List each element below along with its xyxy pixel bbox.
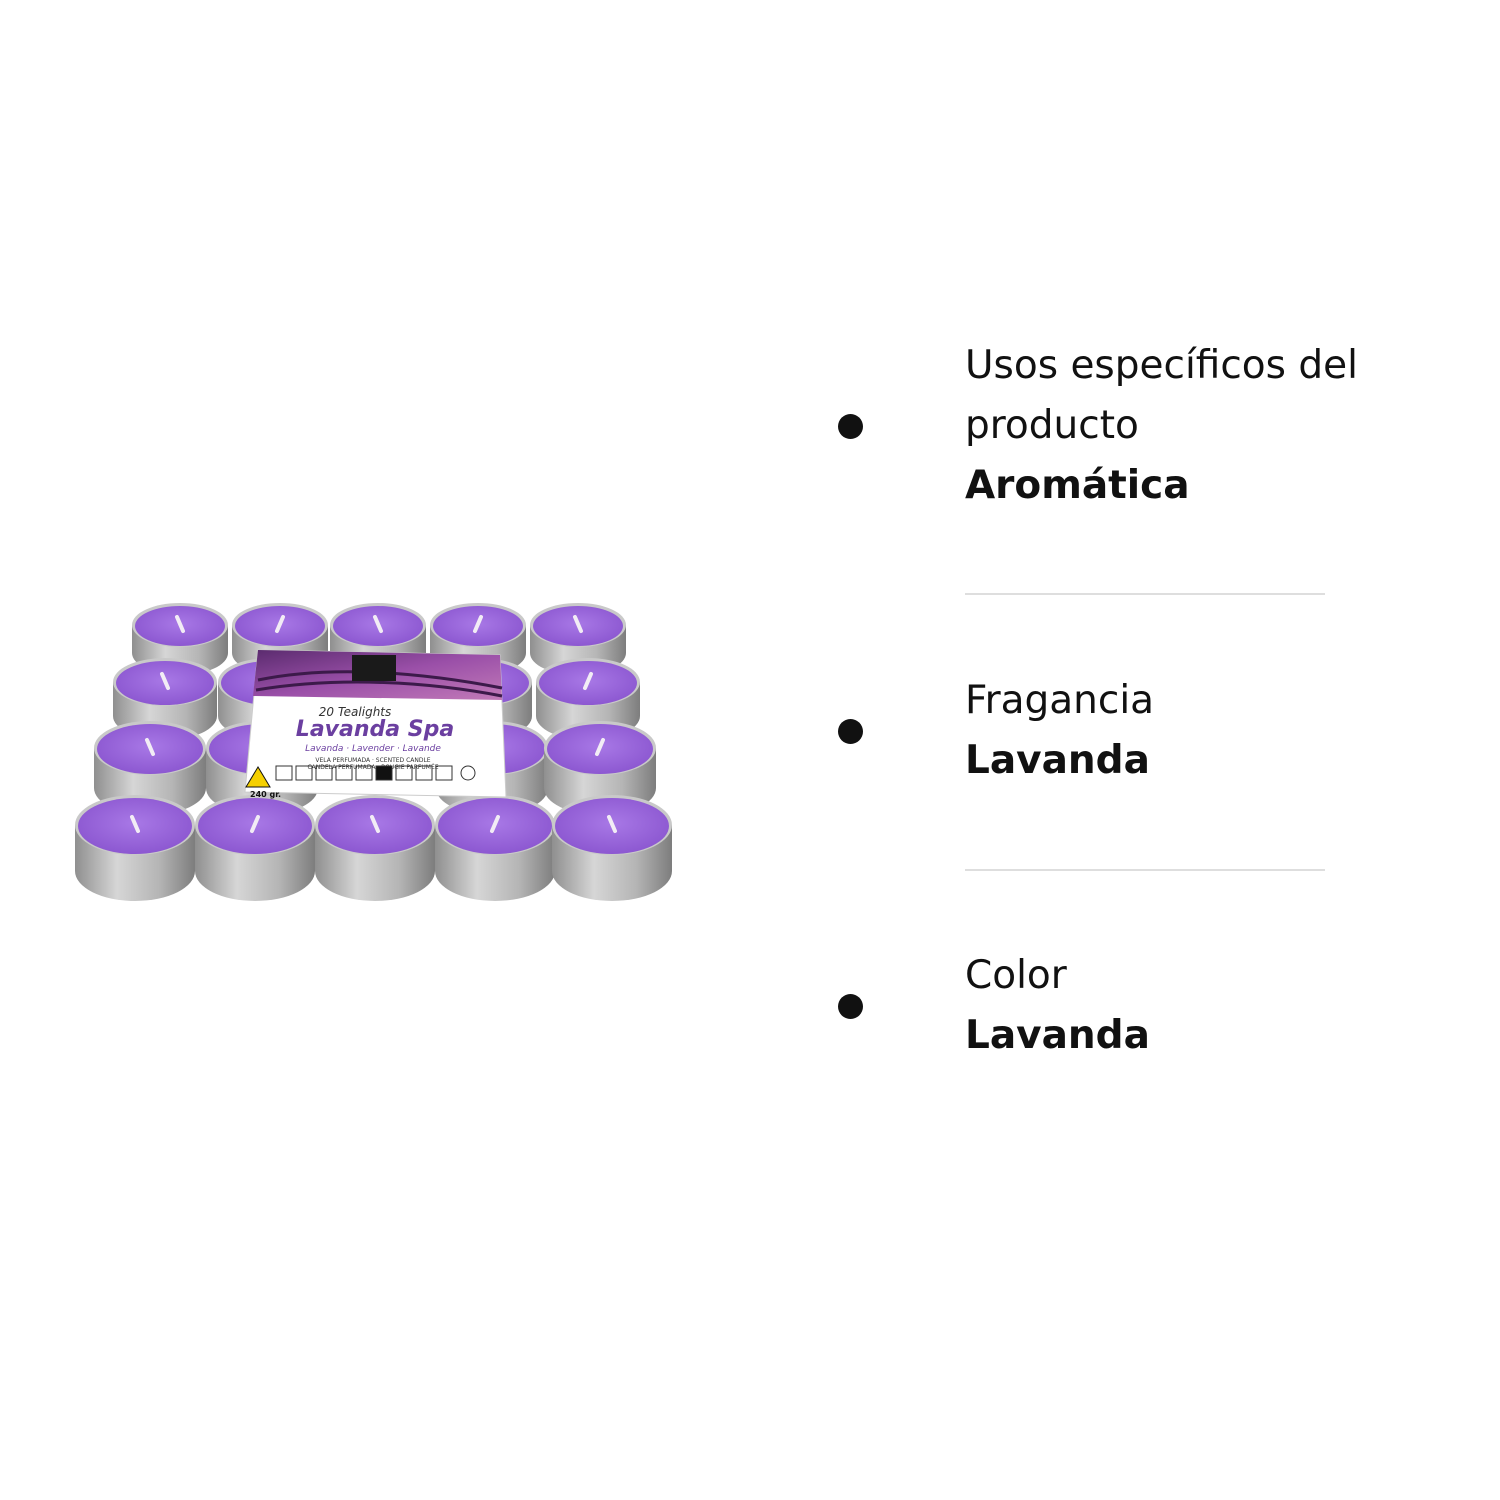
bullet [838, 413, 863, 439]
attribute: Fragancia Lavanda [830, 671, 1390, 791]
wick [573, 615, 583, 633]
warning-icon [245, 766, 271, 788]
bullet [838, 718, 863, 744]
wick [175, 615, 185, 633]
attribute-value: Lavanda [965, 1013, 1150, 1058]
label-window [352, 655, 396, 681]
attribute-label: Color [965, 953, 1067, 998]
label-scents: Lavanda · Lavender · Lavande [305, 744, 441, 754]
wick [607, 815, 617, 833]
attribute: Color Lavanda [830, 946, 1390, 1066]
divider [965, 593, 1325, 595]
label-weight: 240 gr. [250, 790, 281, 799]
wick [370, 815, 380, 833]
label-line: VELA PERFUMADA · SCENTED CANDLE [315, 757, 430, 764]
attribute-value: Lavanda [965, 738, 1150, 783]
safety-icons [275, 765, 476, 781]
wick [490, 815, 500, 833]
wick [275, 615, 285, 633]
wick [583, 672, 593, 690]
bullet [838, 993, 863, 1019]
wick [373, 615, 383, 633]
divider [965, 869, 1325, 871]
wick [160, 672, 170, 690]
package-label: 20 Tealights Lavanda Spa Lavanda · Laven… [244, 649, 507, 799]
label-line: CANDELA PERFUMADA · BOUGIE PARFUMÉE [307, 763, 438, 771]
label-name: Lavanda Spa [296, 717, 454, 742]
attribute-value: Aromática [965, 463, 1190, 508]
wick [595, 738, 605, 756]
product-photo: 20 Tealights Lavanda Spa Lavanda · Laven… [75, 603, 672, 901]
attribute: Usos específicos del producto Aromática [830, 336, 1390, 516]
wick [145, 738, 155, 756]
attribute-label: Usos específicos del producto [965, 343, 1358, 448]
wick [130, 815, 140, 833]
wick [473, 615, 483, 633]
attribute-label: Fragancia [965, 678, 1155, 723]
wick [250, 815, 260, 833]
label-count: 20 Tealights [319, 705, 392, 719]
